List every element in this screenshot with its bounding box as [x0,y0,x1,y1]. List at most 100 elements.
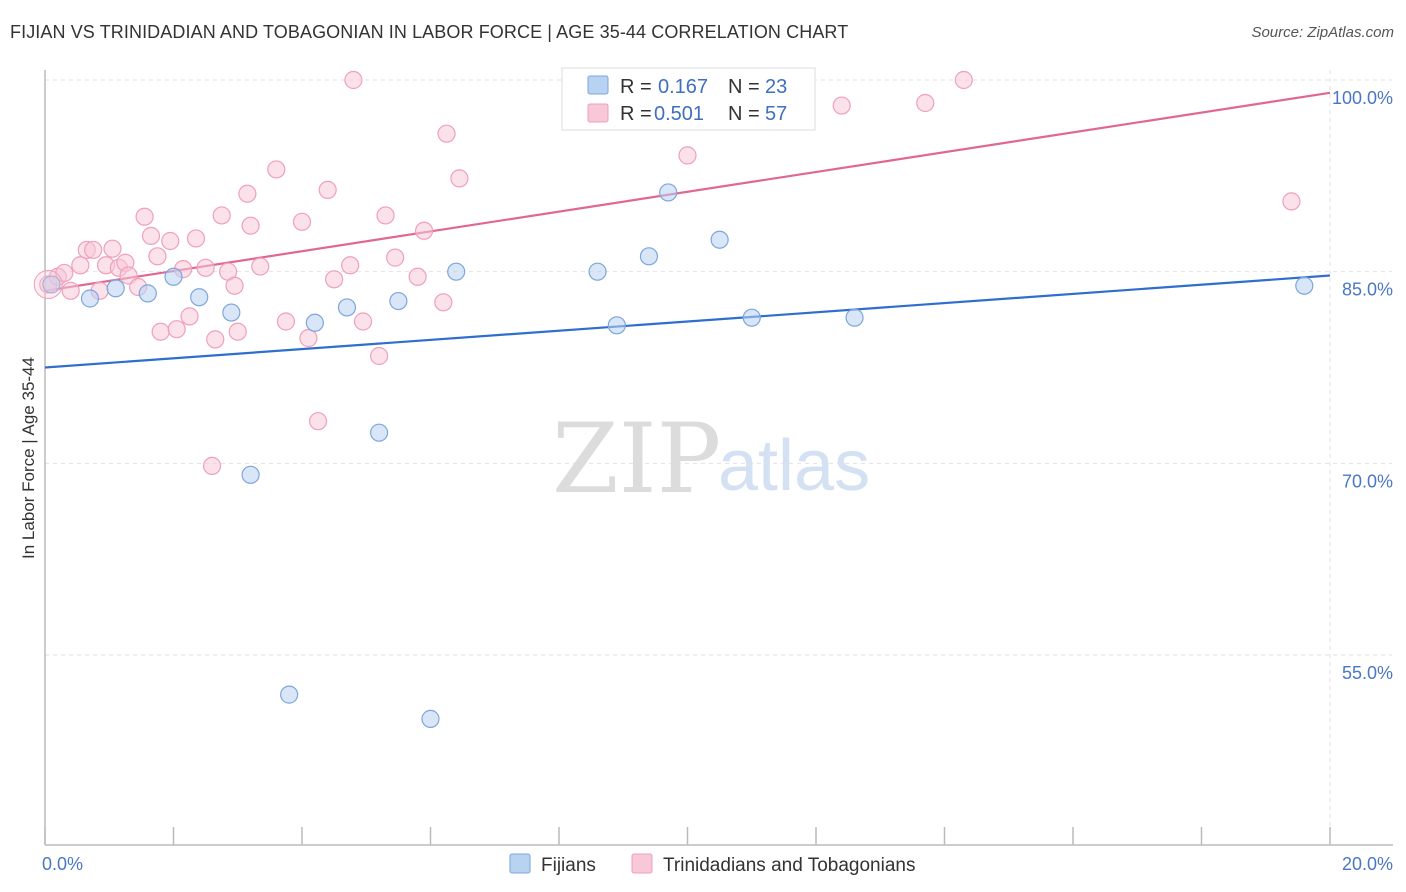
trend-line-fijian [44,274,1331,369]
point-trin [135,207,154,226]
legend-n-label-trin: N = [728,103,760,125]
point-trin [103,239,122,258]
point-trin [251,257,270,276]
point-trin [344,70,363,90]
point-trin [954,70,973,90]
y-tick-label: 55.0% [1342,663,1393,683]
point-fijian [164,267,183,286]
point-trin [408,267,427,286]
point-trin [186,229,206,248]
point-trin [228,322,247,341]
point-trin [61,281,80,300]
point-trin [267,160,286,179]
point-fijian [447,262,466,281]
point-trin [916,93,935,113]
point-fijian [389,291,408,311]
point-trin [292,212,312,231]
point-fijian [280,685,299,704]
point-trin [196,258,215,277]
bottom-legend-swatch-fijian [509,853,531,874]
point-fijian [106,279,125,298]
point-trin [832,96,851,115]
grid-layer [45,70,1392,845]
point-trin [71,256,90,275]
bottom-legend-swatch-trin [631,853,653,874]
point-trin [1282,192,1301,211]
point-fijian [421,709,440,728]
point-fijian [190,288,209,307]
watermark: ZIP atlas [552,403,870,515]
point-trin [151,322,170,341]
y-tick-label: 85.0% [1342,280,1393,300]
legend-swatch-trin [587,103,609,123]
point-trin [678,146,697,165]
point-trin [341,256,360,275]
point-trin [437,124,456,143]
x-tick-label-start: 0.0% [42,854,83,874]
point-trin [370,346,389,366]
bottom-legend-label-trin: Trinidadians and Tobagonians [663,855,915,876]
legend-n-value-fijian: 23 [765,76,787,98]
point-trin [325,270,344,289]
point-fijian [588,262,607,281]
y-tick-label: 100.0% [1332,88,1393,108]
legend-r-label-fijian: R = [620,76,652,98]
watermark-atlas: atlas [718,426,870,506]
point-fijian [337,298,357,317]
point-trin [450,169,469,188]
top-legend: R = 0.167 N = 23 R = 0.501 N = 57 [561,67,816,131]
legend-r-value-trin: 0.501 [654,103,704,125]
legend-n-value-trin: 57 [765,103,787,125]
point-fijian [138,284,157,303]
point-trin [141,226,161,245]
point-cluster-trin [33,269,63,299]
point-trin [161,231,180,251]
bottom-legend: Fijians Trinidadians and Tobagonians [509,853,915,876]
point-trin [386,248,405,267]
point-trin [353,312,373,331]
legend-r-value-fijian: 0.167 [658,76,708,98]
point-trin [167,320,186,339]
point-fijian [305,313,324,332]
point-trin [376,206,395,225]
point-trin [180,307,199,326]
source-label: Source: ZipAtlas.com [1251,24,1394,41]
point-trin [308,412,328,431]
point-trin [276,312,296,331]
x-tick-label-end: 20.0% [1342,854,1393,874]
point-trin [225,276,244,295]
point-trin [414,221,434,240]
point-trin [148,247,167,266]
y-tick-label: 70.0% [1342,471,1393,491]
legend-n-label-fijian: N = [728,76,760,98]
point-fijian [659,183,678,202]
point-trin [238,184,257,203]
point-fijian [241,465,260,484]
point-trin [241,216,260,235]
point-fijian [42,275,61,294]
point-fijian [639,247,659,266]
chart-title: FIJIAN VS TRINIDADIAN AND TOBAGONIAN IN … [10,22,849,42]
point-fijian [607,316,626,335]
point-trin [202,456,222,475]
point-trin [434,293,453,312]
point-fijian [80,289,100,308]
legend-swatch-fijian [587,75,609,95]
axes-layer: 55.0% 70.0% 85.0% 100.0% 0.0% 20.0% [42,70,1393,874]
point-trin [84,240,103,260]
point-trin [299,329,318,348]
points-layer [33,70,1314,728]
point-trin [212,206,231,225]
legend-r-label-trin: R = [620,103,652,125]
point-trin [206,330,225,349]
point-fijian [742,308,761,327]
point-fijian [710,230,729,249]
point-fijian [222,303,241,322]
point-fijian [370,423,389,442]
point-fijian [845,308,864,327]
point-fijian [1295,276,1314,295]
point-trin [318,180,337,199]
bottom-legend-label-fijian: Fijians [541,855,596,876]
watermark-zip: ZIP [552,403,721,515]
